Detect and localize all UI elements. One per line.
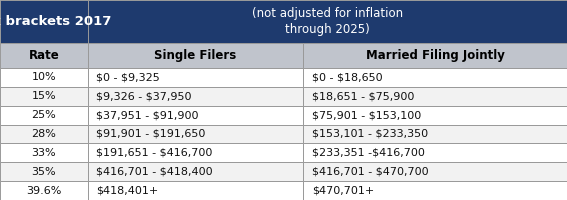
Bar: [303, 68, 567, 87]
Text: 39.6%: 39.6%: [26, 186, 62, 196]
Bar: [0, 43, 88, 68]
Text: \$470,701+: \$470,701+: [312, 186, 374, 196]
Bar: [88, 125, 303, 143]
Text: \$416,701 - \$470,700: \$416,701 - \$470,700: [312, 167, 429, 177]
Bar: [0, 162, 88, 181]
Bar: [0, 106, 88, 125]
Text: \$91,901 - \$191,650: \$91,901 - \$191,650: [96, 129, 206, 139]
Text: \$191,651 - \$416,700: \$191,651 - \$416,700: [96, 148, 213, 158]
Text: \$418,401+: \$418,401+: [96, 186, 159, 196]
Bar: [88, 162, 303, 181]
Text: Single Filers: Single Filers: [154, 49, 237, 62]
Text: 25%: 25%: [32, 110, 56, 120]
Text: \$233,351 -\$416,700: \$233,351 -\$416,700: [312, 148, 425, 158]
Bar: [303, 43, 567, 68]
Bar: [303, 125, 567, 143]
Bar: [0, 68, 88, 87]
Text: 33%: 33%: [32, 148, 56, 158]
Bar: [0, 181, 88, 200]
Text: \$18,651 - \$75,900: \$18,651 - \$75,900: [312, 91, 414, 101]
Text: \$153,101 - \$233,350: \$153,101 - \$233,350: [312, 129, 428, 139]
Bar: [303, 162, 567, 181]
Bar: [88, 143, 303, 162]
Bar: [303, 87, 567, 106]
Text: 15%: 15%: [32, 91, 56, 101]
Text: \$416,701 - \$418,400: \$416,701 - \$418,400: [96, 167, 213, 177]
Text: \$0 - \$18,650: \$0 - \$18,650: [312, 72, 383, 82]
Text: 10%: 10%: [32, 72, 56, 82]
Bar: [0, 0, 88, 43]
Bar: [303, 181, 567, 200]
Text: Rate: Rate: [28, 49, 60, 62]
Bar: [303, 143, 567, 162]
Bar: [88, 68, 303, 87]
Text: \$9,326 - \$37,950: \$9,326 - \$37,950: [96, 91, 192, 101]
Bar: [0, 125, 88, 143]
Bar: [303, 106, 567, 125]
Text: \$37,951 - \$91,900: \$37,951 - \$91,900: [96, 110, 199, 120]
Text: 28%: 28%: [32, 129, 56, 139]
Bar: [88, 106, 303, 125]
Bar: [88, 0, 567, 43]
Bar: [88, 181, 303, 200]
Bar: [0, 87, 88, 106]
Text: (not adjusted for inflation
through 2025): (not adjusted for inflation through 2025…: [252, 7, 403, 36]
Text: 35%: 35%: [32, 167, 56, 177]
Bar: [0, 143, 88, 162]
Bar: [88, 87, 303, 106]
Text: Married Filing Jointly: Married Filing Jointly: [366, 49, 505, 62]
Text: \$0 - \$9,325: \$0 - \$9,325: [96, 72, 160, 82]
Text: Tax brackets 2017: Tax brackets 2017: [0, 15, 112, 28]
Bar: [88, 43, 303, 68]
Text: \$75,901 - \$153,100: \$75,901 - \$153,100: [312, 110, 421, 120]
